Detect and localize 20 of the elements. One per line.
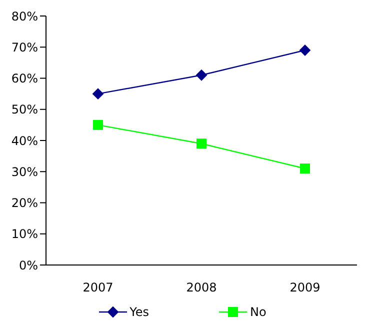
y-tick-label: 60% [11,72,38,86]
y-tick-label: 50% [11,102,38,117]
y-tick-label: 40% [11,134,38,148]
x-tick-label: 2007 [82,280,114,295]
point [196,138,206,149]
point [300,44,310,56]
point [196,70,207,81]
legend-label: No [250,305,266,319]
y-tick-label: 80% [11,9,38,24]
point [92,88,104,100]
point [300,164,310,174]
x-tick-label: 2009 [290,280,320,295]
legend-label: Yes [130,305,150,319]
y-tick-label: 20% [11,196,38,210]
y-tick-label: 0% [18,258,38,272]
x-tick-label: 2008 [186,280,217,295]
y-tick-label: 30% [11,164,38,179]
y-tick-label: 10% [11,227,38,242]
point [93,120,103,130]
y-tick-label: 70% [11,40,38,54]
